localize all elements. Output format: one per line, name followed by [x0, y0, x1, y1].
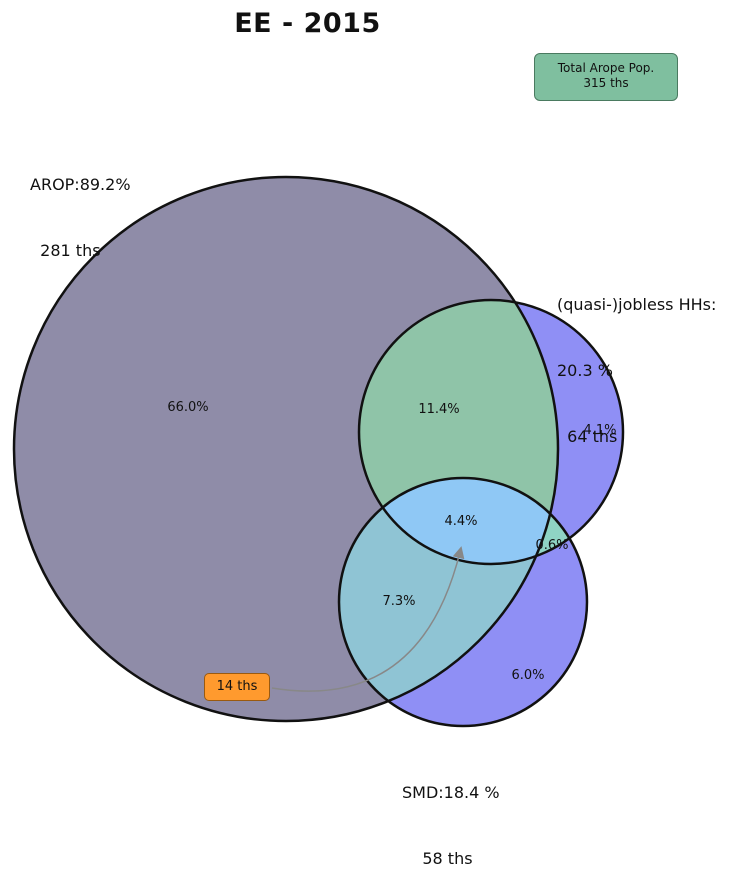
outline-arop — [12, 175, 560, 723]
set-label-arop: AROP:89.2% 281 ths — [30, 130, 131, 284]
set-label-jobless: (quasi-)jobless HHs: 20.3 % 64 ths — [557, 250, 716, 470]
set-label-smd-line2: 58 ths — [402, 849, 473, 868]
total-box-line1: Total Arope Pop. — [557, 61, 655, 75]
set-label-arop-line1: AROP:89.2% — [30, 175, 131, 194]
venn-diagram: 66.0% 11.4% 4.1% 4.4% 0.6% 7.3% 6.0% — [12, 175, 625, 728]
region-label-all-three: 4.4% — [444, 514, 477, 529]
annotation-arrow — [271, 546, 465, 692]
region-label-jobless-only: 4.1% — [583, 423, 616, 438]
total-population-box: Total Arope Pop. 315 ths — [534, 53, 678, 101]
region-label-jobless-smd: 0.6% — [535, 538, 568, 553]
region-label-arop-only: 66.0% — [167, 400, 208, 415]
region-label-arop-jobless: 11.4% — [418, 402, 459, 417]
region-label-smd-only: 6.0% — [511, 668, 544, 683]
total-box-line2: 315 ths — [583, 76, 629, 90]
outline-jobless — [357, 298, 625, 566]
outline-smd — [337, 476, 589, 728]
set-label-smd-line1: SMD:18.4 % — [402, 783, 500, 802]
chart-title: EE - 2015 — [234, 8, 381, 39]
set-label-jobless-line2: 20.3 % — [557, 361, 613, 380]
set-label-jobless-line3: 64 ths — [557, 427, 618, 446]
set-label-jobless-line1: (quasi-)jobless HHs: — [557, 295, 717, 314]
annotation-box: 14 ths — [204, 673, 270, 701]
set-label-arop-line2: 281 ths — [30, 241, 101, 260]
region-label-arop-smd: 7.3% — [382, 594, 415, 609]
set-label-smd: SMD:18.4 % 58 ths — [402, 738, 500, 892]
